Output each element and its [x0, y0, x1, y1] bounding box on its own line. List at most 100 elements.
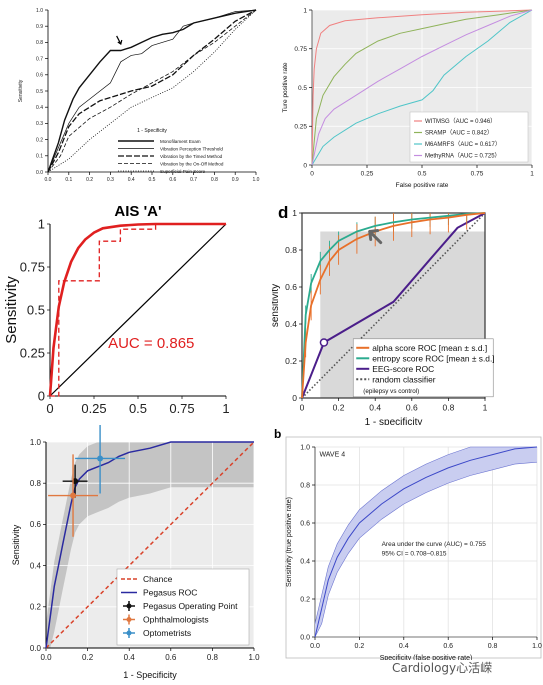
arrow-annotation: [116, 35, 122, 45]
x-tick-label: 0.75: [471, 171, 484, 178]
y-tick-label: 0.1: [36, 154, 43, 160]
band-lower-line: [314, 461, 538, 638]
y-tick-label: 1.0: [30, 438, 42, 447]
chart-middle-right: 0 0.2 0.4 0.6 0.8 1 0 0.2 0.4 0.6 0.8 1 1 - specific…: [270, 203, 495, 428]
x-tick-label: 0.7: [190, 177, 197, 183]
legend-dot-3: [126, 617, 132, 622]
x-tick-label: 0.2: [82, 653, 94, 662]
y-tick-label: 0.9: [36, 24, 43, 30]
legend-label-0: alpha score ROC [mean ± s.d.]: [372, 343, 487, 353]
legend-label-1: Vibration Perception Threshold: [160, 146, 223, 151]
series-line-0: [311, 9, 533, 166]
series-line-3: [311, 9, 533, 166]
x-axis-label: 1 - Specificity: [137, 128, 167, 134]
series-line-2: [47, 9, 257, 173]
eeg-roc-line: [301, 212, 486, 399]
y-tick-label: 0.7: [36, 56, 43, 62]
empirical-roc-line: [50, 223, 226, 397]
y-tick-label: 0.3: [36, 121, 43, 127]
y-tick-label: 0.75: [294, 46, 307, 53]
x-tick-label: 1: [222, 401, 229, 416]
legend-label-1: entropy score ROC [mean ± s.d.]: [372, 353, 494, 363]
legend-label-3: Ophthalmologists: [143, 615, 209, 625]
x-tick-label: 0.4: [128, 177, 135, 183]
y-tick-label: 0.4: [36, 105, 43, 111]
chart-top-left: 0.0 0.1 0.2 0.3 0.4 0.5 0.6 0.7 0.8 0.9 1.0 0.0 0.1 0…: [18, 8, 260, 183]
x-tick-label: 0.2: [86, 177, 93, 183]
y-tick-label: 0.0: [30, 644, 42, 653]
ci-annotation: 95% CI = 0.708–0.815: [382, 550, 447, 557]
confidence-band: [315, 447, 537, 637]
watermark: Cardiology心活嵘: [392, 661, 493, 675]
arrow-annotation: [368, 229, 383, 245]
panel-middle-right: 0 0.2 0.4 0.6 0.8 1 0 0.2 0.4 0.6 0.8 1 1 - specific…: [270, 200, 543, 428]
x-tick-label: 0.4: [399, 643, 409, 650]
y-tick-label: 0.2: [300, 596, 310, 603]
legend-box: [409, 111, 529, 163]
x-axis-label: 1 - Specificity: [123, 670, 177, 680]
roc-line: [314, 446, 538, 638]
x-tick-label: 1: [530, 171, 534, 178]
reference-line: [49, 223, 227, 397]
x-tick-label: 0.9: [232, 177, 239, 183]
series-line-4: [47, 9, 257, 173]
auc-annotation: AUC = 0.865: [108, 335, 194, 352]
x-tick-label: 0.5: [417, 171, 426, 178]
y-axis-label: Sensitivity (true positive rate): [286, 497, 293, 587]
legend-label-3: Vibration by the On-Off Method: [160, 161, 224, 166]
x-axis-label: 1 - specificity: [365, 417, 423, 425]
legend-label-4: Superficial Pain Score: [160, 169, 206, 174]
y-tick-label: 0.25: [294, 124, 307, 131]
y-tick-label: 0.2: [36, 137, 43, 143]
panel-top-right: 0 0.25 0.5 0.75 1 0 0.25 0.5 0.75 1 False positive…: [272, 0, 543, 200]
random-classifier-line: [301, 212, 486, 399]
x-tick-label: 1.0: [253, 177, 260, 183]
point-marker-2: [97, 455, 104, 462]
y-axis-label: Sensitivity: [3, 276, 20, 344]
y-tick-label: 0.8: [36, 40, 43, 46]
smooth-roc-line: [48, 222, 226, 397]
legend-box: [352, 338, 494, 398]
chart-middle-left: 0 0.25 0.5 0.75 1 0 0.25 0.5 0.75 1 Sensitivity AIS…: [3, 203, 230, 416]
y-axis-label: sensitivity: [272, 284, 281, 327]
x-tick-label: 0: [310, 171, 314, 178]
legend-label-1: Pegasus ROC: [143, 588, 197, 598]
y-axis-label: Sensitivity: [18, 79, 24, 102]
panel-top-left: 0.0 0.1 0.2 0.3 0.4 0.5 0.6 0.7 0.8 0.9 1.0 0.0 0.1 0…: [0, 0, 265, 195]
y-tick-label: 0.5: [27, 303, 45, 318]
series-line-2: [311, 9, 533, 166]
x-tick-label: 1.0: [532, 643, 542, 650]
y-tick-label: 0.6: [30, 520, 42, 529]
chart-title: AIS 'A': [114, 203, 161, 220]
chart-bottom-left: 0.0 0.2 0.4 0.6 0.8 1.0 0.0 0.2 0.4 0.6 0.8 1.0 1 - …: [11, 423, 260, 680]
y-tick-label: 1.0: [36, 8, 43, 14]
x-tick-label: 0.8: [442, 403, 454, 413]
legend-label-0: Monofilament Exam: [160, 139, 201, 144]
y-tick-label: 1: [38, 217, 45, 232]
eeg-operating-point: [319, 338, 329, 347]
series-line-1: [45, 441, 254, 649]
legend-label-2: EEG-score ROC: [372, 364, 434, 374]
x-tick-label: 1: [483, 403, 488, 413]
panel-label: d: [278, 203, 288, 222]
chart-top-right: 0 0.25 0.5 0.75 1 0 0.25 0.5 0.75 1 False positive…: [282, 7, 534, 189]
auc-annotation: Area under the curve (AUC) = 0.755: [382, 541, 487, 548]
x-tick-label: 0.8: [488, 643, 498, 650]
x-tick-label: 0.5: [129, 401, 147, 416]
y-tick-label: 1.0: [300, 444, 310, 451]
y-tick-label: 0.4: [30, 561, 42, 570]
y-tick-label: 0: [303, 162, 307, 169]
x-tick-label: 0.8: [207, 653, 219, 662]
x-tick-label: 0.6: [169, 177, 176, 183]
y-tick-label: 0.5: [298, 85, 307, 92]
x-tick-label: 0.1: [65, 177, 72, 183]
y-tick-label: 0.8: [300, 482, 310, 489]
y-tick-label: 0.0: [300, 634, 310, 641]
legend-label-4: Optometrists: [143, 628, 191, 638]
y-tick-label: 0.2: [30, 603, 42, 612]
y-tick-label: 0.4: [285, 319, 297, 329]
series-line-3: [47, 9, 257, 173]
x-tick-label: 0.6: [165, 653, 177, 662]
x-tick-label: 0.2: [333, 403, 345, 413]
x-tick-label: 0.3: [107, 177, 114, 183]
